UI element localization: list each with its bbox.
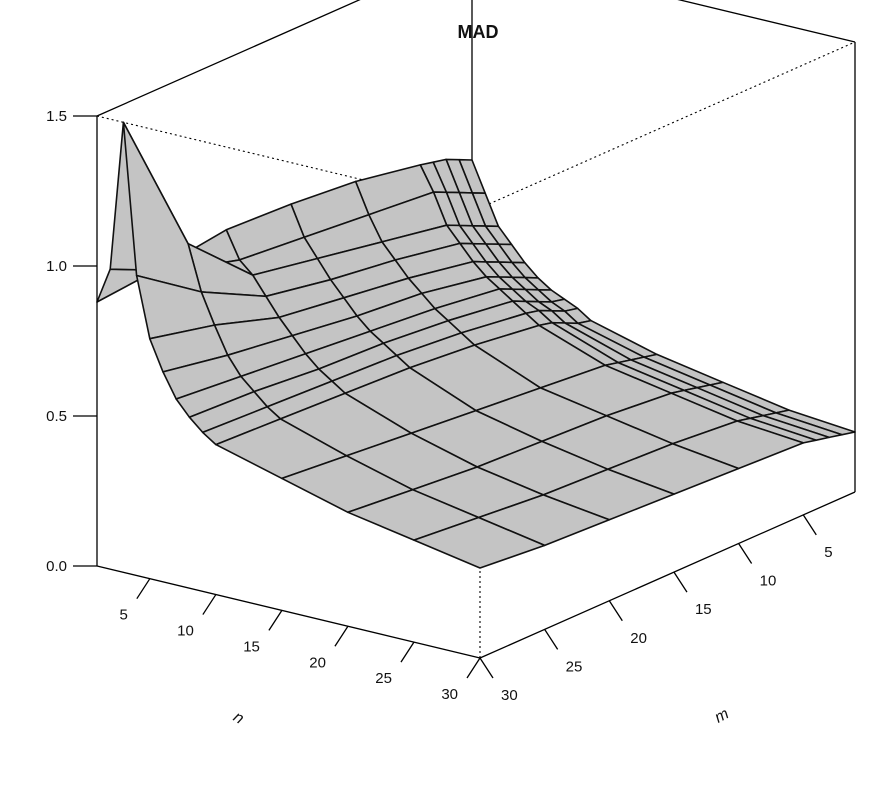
surface-mesh xyxy=(96,121,856,569)
n-axis: 5 10 15 20 25 30 xyxy=(119,578,481,703)
m-tick-label: 20 xyxy=(630,630,647,647)
m-tick-label: 10 xyxy=(760,573,777,590)
n-tick xyxy=(202,594,217,615)
box-edge-hidden xyxy=(479,41,856,209)
m-tick xyxy=(738,543,753,564)
n-tick-label: 30 xyxy=(441,686,458,703)
n-tick xyxy=(466,657,481,679)
m-tick-label: 30 xyxy=(501,687,518,704)
z-tick-label: 1.5 xyxy=(46,108,67,125)
m-tick-label: 15 xyxy=(695,601,712,618)
m-tick xyxy=(608,600,623,622)
box-edge xyxy=(96,565,481,659)
m-tick xyxy=(673,571,688,593)
surface-facet xyxy=(413,516,546,569)
z-tick-label: 0.5 xyxy=(46,408,67,425)
box-edge-hidden xyxy=(96,115,481,209)
box-edge xyxy=(479,491,856,659)
m-axis-label: m xyxy=(712,705,732,726)
z-tick-label: 1.0 xyxy=(46,258,67,275)
n-tick-label: 25 xyxy=(375,670,392,687)
n-tick-label: 5 xyxy=(119,607,127,624)
z-tick-label: 0.0 xyxy=(46,558,67,575)
box-edge xyxy=(96,0,361,117)
box-edge xyxy=(677,0,856,43)
n-tick-label: 15 xyxy=(243,638,260,655)
m-tick xyxy=(544,629,559,650)
m-tick xyxy=(802,514,817,536)
n-tick xyxy=(334,625,349,647)
chart-title: MAD xyxy=(458,22,499,42)
n-tick xyxy=(268,610,283,631)
n-tick xyxy=(400,641,415,663)
m-tick-label: 25 xyxy=(566,658,583,675)
n-tick-label: 20 xyxy=(309,654,326,671)
m-tick-label: 5 xyxy=(824,544,832,561)
plot-box-front xyxy=(96,42,856,659)
m-tick xyxy=(479,657,494,679)
m-axis: 5 10 15 20 25 30 xyxy=(479,514,833,704)
surface-facet xyxy=(122,121,203,293)
n-axis-label: n xyxy=(230,709,247,728)
n-tick xyxy=(136,578,151,600)
z-axis: 0.0 0.5 1.0 1.5 xyxy=(46,108,97,575)
n-tick-label: 10 xyxy=(177,623,194,640)
